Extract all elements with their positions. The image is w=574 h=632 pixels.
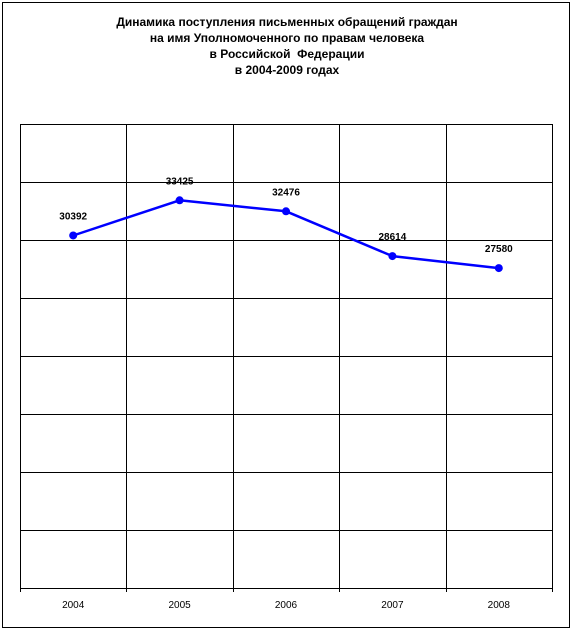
x-tick-label: 2007	[381, 600, 404, 611]
chart-title-line-4: в 2004-2009 годах	[234, 63, 340, 77]
x-tick-label: 2005	[168, 600, 191, 611]
chart-title-line-2: на имя Уполномоченного по правам человек…	[149, 31, 425, 45]
data-point-marker	[282, 207, 290, 216]
data-point-marker	[175, 196, 184, 205]
chart-title-line-3: в Российской Федерации	[209, 47, 365, 61]
data-label: 28614	[378, 232, 406, 243]
data-labels-group: 30392 33425 32476 28614 27580	[59, 176, 513, 255]
x-tick-label: 2008	[488, 600, 511, 611]
x-tick-label: 2004	[62, 600, 85, 611]
data-label: 27580	[485, 244, 513, 255]
chart-title-line-1: Динамика поступления письменных обращени…	[116, 15, 458, 29]
data-point-marker	[388, 252, 397, 261]
data-label: 33425	[166, 176, 194, 187]
data-label: 30392	[59, 211, 87, 222]
data-points-group	[69, 196, 503, 273]
x-tick-label: 2006	[275, 600, 298, 611]
chart-title: Динамика поступления письменных обращени…	[0, 14, 574, 78]
x-tick-labels-group: 2004 2005 2006 2007 2008	[62, 600, 510, 611]
data-point-marker	[69, 231, 78, 240]
grid-lines	[20, 124, 553, 592]
data-label: 32476	[272, 187, 300, 198]
data-point-marker	[494, 264, 503, 273]
